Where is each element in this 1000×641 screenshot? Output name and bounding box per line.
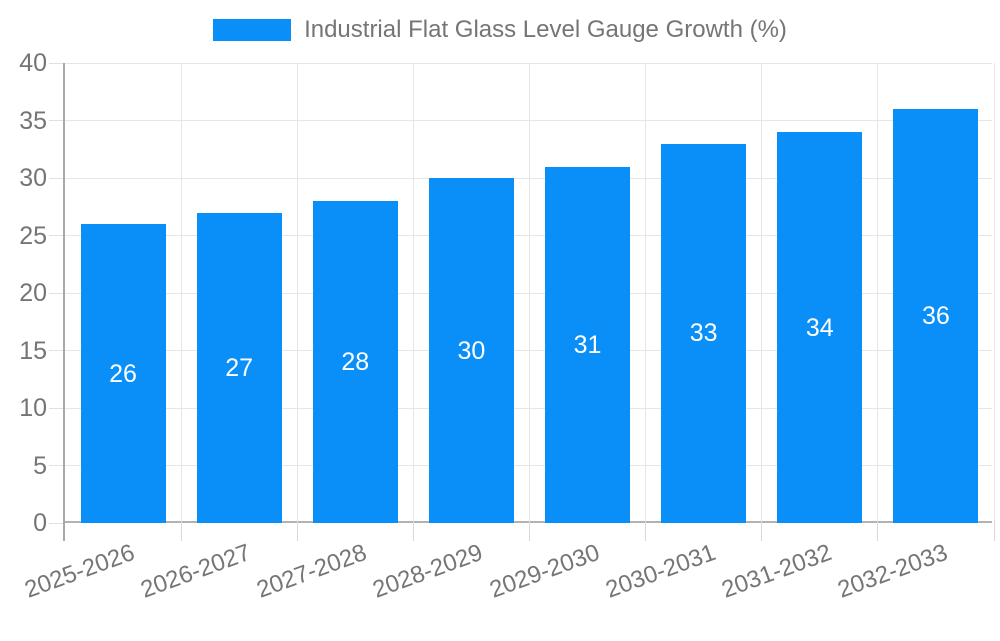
grid-line-vertical [296,63,298,521]
x-axis-tick [180,521,182,541]
bar-value-label: 27 [225,353,254,382]
y-tick-label: 35 [19,106,47,135]
grid-line-horizontal [65,120,992,121]
x-axis-tick [877,521,879,541]
grid-line-horizontal [65,177,992,179]
y-axis-tick [49,62,63,64]
y-tick-label: 25 [19,221,47,250]
bar-value-label: 30 [457,336,486,365]
grid-line-horizontal [65,235,992,236]
x-axis-tick axis [62,521,65,541]
bar[interactable]: 26 [80,224,166,523]
y-tick-label: 5 [33,451,47,480]
grid-line-vertical [180,63,182,521]
y-axis-tick [49,177,63,179]
bar[interactable]: 31 [545,166,631,523]
grid-line-horizontal [65,350,992,351]
grid-line-vertical [645,63,647,521]
x-axis-tick [645,521,647,541]
bar[interactable]: 34 [777,132,863,523]
y-tick-label: 30 [19,164,47,192]
y-axis-tick [49,292,63,294]
x-axis-tick [296,521,298,541]
x-axis-tick [761,521,763,541]
plot-area: 0 5 10 15 20 25 30 35 40 26 2025-2026 27 2026-2027 28… [19,49,995,604]
y-axis-tick [49,407,63,409]
bar[interactable]: 30 [428,178,514,523]
bar[interactable]: 27 [196,212,282,523]
grid-line-horizontal [65,465,992,466]
bar[interactable]: 36 [893,109,979,523]
y-axis-tick [49,465,63,466]
y-axis-tick [49,235,63,236]
grid-line-vertical [877,63,879,521]
grid-line-vertical [993,63,995,521]
legend-swatch [213,19,292,41]
grid-line-horizontal [65,62,992,64]
grid-line-vertical [761,63,763,521]
x-axis-tick [529,521,530,541]
grid-line-horizontal [65,407,992,409]
bar-value-label: 28 [341,348,370,376]
bar-chart: Industrial Flat Glass Level Gauge Growth… [0,16,1000,604]
grid-line-vertical [412,63,414,521]
bar-value-label: 33 [689,319,718,348]
x-axis-tick [993,521,995,541]
y-tick-label: 15 [19,336,47,365]
y-axis-tick [49,350,63,351]
bar[interactable]: 33 [661,143,747,523]
y-axis-tick [49,120,63,121]
bar-value-label: 36 [922,302,950,330]
y-tick-label: 0 [33,509,47,537]
grid-line-horizontal [65,292,992,294]
grid-line-vertical [529,63,530,521]
y-tick-label: 20 [19,279,47,307]
y-axis-tick [49,522,63,524]
bar[interactable]: 28 [312,201,398,523]
y-tick-label: 40 [19,49,47,77]
bar-value-label: 34 [805,313,834,342]
legend-label: Industrial Flat Glass Level Gauge Growth… [304,16,787,43]
legend-item[interactable]: Industrial Flat Glass Level Gauge Growth… [0,17,1000,43]
bar-value-label: 31 [573,330,602,359]
x-axis-tick [412,521,414,541]
bar-value-label: 26 [109,359,137,388]
y-tick-label: 10 [19,394,47,422]
